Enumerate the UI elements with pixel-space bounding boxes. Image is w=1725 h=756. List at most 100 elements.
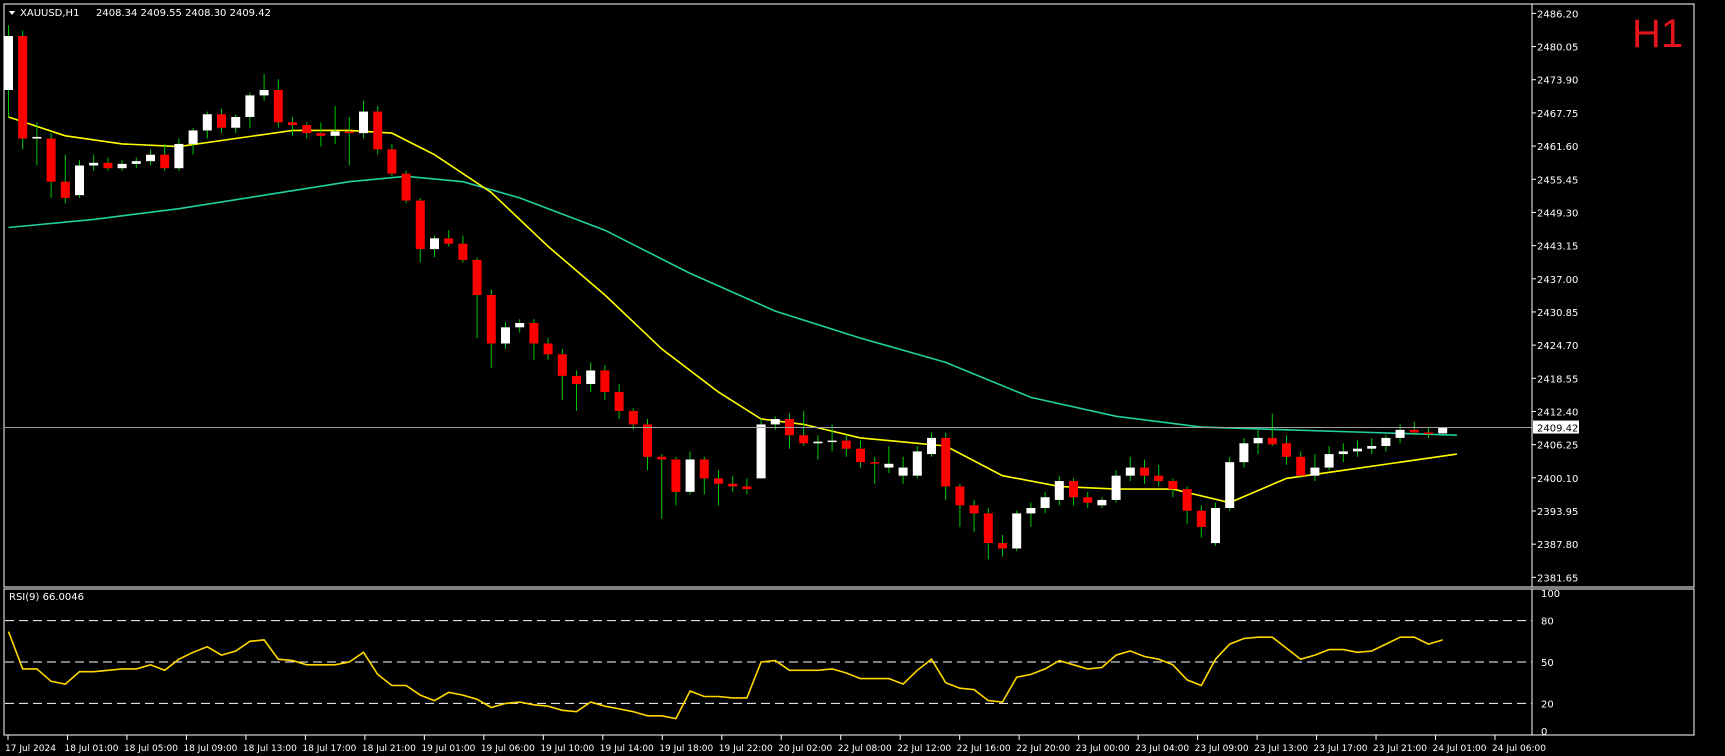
candle [486,289,496,368]
candle-body-bear [657,456,667,460]
time-tick-label: 24 Jul 01:00 [1433,744,1487,754]
time-tick-label: 23 Jul 04:00 [1135,744,1189,754]
candle-body-bull [245,95,255,117]
candle-body-bear [273,89,283,123]
candle [1239,437,1249,468]
candle-body-bear [1409,429,1419,433]
candle [302,122,312,139]
candle-body-bull [884,463,894,468]
candle [1168,478,1178,498]
candle-body-bear [572,375,581,384]
price-tick-label: 2443.15 [1537,242,1578,253]
candle [46,133,56,198]
price-tick-label: 2480.05 [1537,43,1578,54]
candle [1097,497,1107,509]
candle-body-bull [359,111,368,134]
candle [373,106,383,155]
candle [1111,470,1121,503]
candle [32,122,42,166]
candle [515,319,525,333]
candle-body-bull [927,437,936,455]
candle-body-bull [898,467,908,476]
candle [89,154,99,171]
candle-body-bear [941,437,951,487]
time-tick-label: 18 Jul 05:00 [124,744,178,754]
time-tick-label: 23 Jul 13:00 [1254,744,1308,754]
candle [1040,491,1050,514]
candle [557,348,567,401]
price-tick-label: 2449.30 [1537,208,1578,219]
rsi-level-label: 20 [1541,699,1554,710]
candle [870,456,880,484]
candle-body-bear [714,478,723,484]
candle [1296,451,1306,479]
candle [600,365,610,401]
price-panel-frame [3,3,1695,588]
time-tick-label: 22 Jul 08:00 [838,744,892,754]
time-tick-label: 19 Jul 10:00 [540,744,594,754]
candle [444,230,454,247]
candle [472,257,482,339]
candle [1012,510,1022,552]
candle [1267,413,1277,446]
candle-body-bear [1296,456,1306,476]
candle-body-bear [316,133,326,136]
candle-body-bear [1424,432,1433,435]
candle-body-bear [444,238,454,244]
candle-body-bear [728,483,738,487]
candle [685,451,695,495]
candle [1381,435,1391,452]
time-tick-label: 18 Jul 21:00 [362,744,416,754]
candle [856,440,865,468]
price-tick-label: 2400.10 [1537,474,1578,485]
candle-body-bull [1225,462,1235,509]
candle [742,478,752,495]
price-tick-label: 2412.40 [1537,407,1578,418]
candle [543,338,553,360]
candle [160,143,170,171]
candle [245,92,255,128]
price-tick-label: 2461.60 [1537,142,1578,153]
candle [998,534,1007,557]
candle [316,122,326,147]
candle [501,321,510,349]
candle-body-bull [1054,481,1064,500]
candle [912,445,922,479]
rsi-indicator: 100 80 50 20 0 [5,589,1560,738]
candle [401,170,411,204]
rsi-line [7,631,1443,720]
candle [799,410,809,446]
candle-body-bear [401,173,411,201]
candle-body-bull [501,327,510,344]
candle [1282,435,1291,465]
candle-body-bear [1182,489,1192,511]
ma-fast-line [8,116,1458,504]
candle [202,111,212,139]
candle-body-bear [458,243,468,260]
candle [430,235,439,258]
candle [188,127,198,155]
candle-body-bear [870,462,880,464]
candle-body-bear [856,448,865,463]
candle [174,138,184,171]
candle [983,508,993,560]
candle [1353,440,1362,457]
symbol-label: XAUUSD,H1 [20,8,79,19]
symbol-dropdown-icon[interactable] [9,11,15,15]
candle-body-bull [131,161,141,164]
time-tick-label: 23 Jul 00:00 [1076,744,1130,754]
candle [1125,456,1135,482]
candle [1324,445,1334,471]
candle-body-bull [813,441,823,444]
candle-body-bear [1069,481,1078,498]
candle [117,160,127,171]
time-tick-label: 19 Jul 18:00 [659,744,713,754]
candle [330,106,340,144]
candle-body-bull [1026,508,1036,514]
price-tick-label: 2424.70 [1537,341,1578,352]
price-tick-label: 2467.75 [1537,109,1578,120]
price-tick-label: 2455.45 [1537,175,1578,186]
candle [217,108,226,134]
candle-body-bear [529,323,539,344]
